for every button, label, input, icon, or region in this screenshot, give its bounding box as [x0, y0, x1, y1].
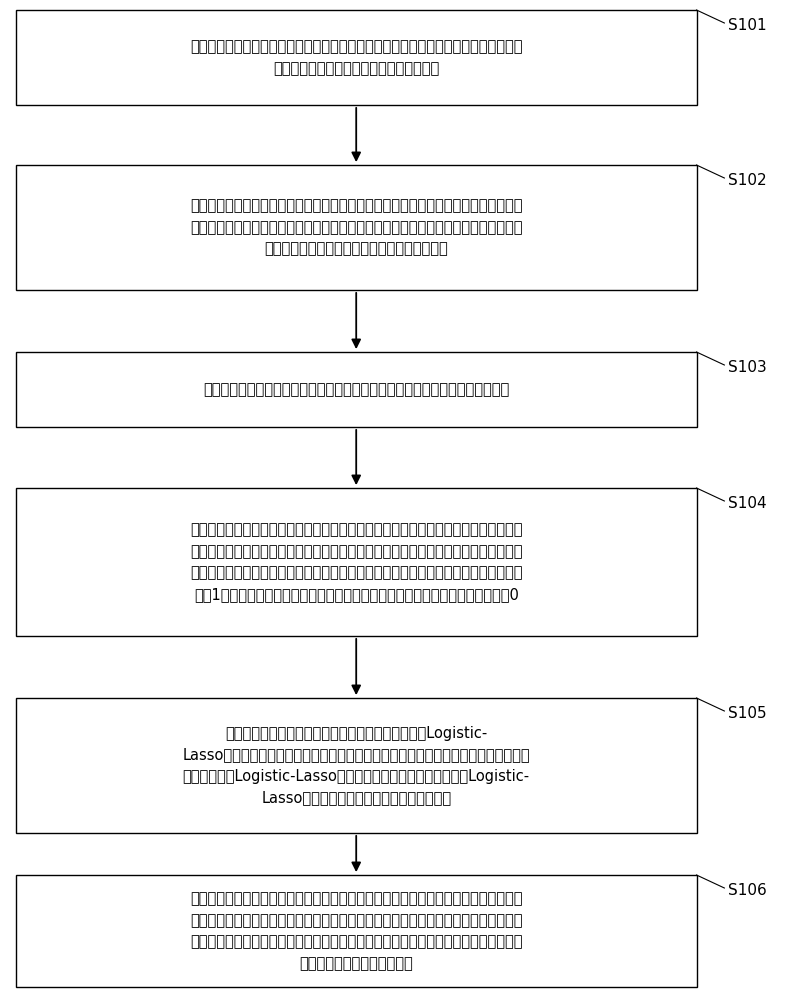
Bar	[16, 10, 696, 105]
Text: S105: S105	[728, 706, 767, 721]
Text: S104: S104	[728, 496, 767, 511]
Text: 对所述电力设施的多维易损性函数中的结构参数根据其概率分布形式在其取值范围内进
行多重积分，得到关于电力设施的震损指标与地震动强度参数之间的联合函数，并基于
所述: 对所述电力设施的多维易损性函数中的结构参数根据其概率分布形式在其取值范围内进 行…	[190, 891, 522, 971]
Bar	[16, 488, 696, 636]
Bar	[16, 698, 696, 833]
Bar	[16, 352, 696, 427]
Text: 将选择的电力设施的结构参数和地震动强度参数作为Logistic-
Lasso模型的输入层训练样本，将选择的电力设施的结构参数和地震动强度参数对应的
损坏系数作为: 将选择的电力设施的结构参数和地震动强度参数作为Logistic- Lasso模型…	[182, 726, 530, 805]
Text: 基于电力设施的震损指标阈值的概率分布采用拉丁超立方算法选择震损指标阈值: 基于电力设施的震损指标阈值的概率分布采用拉丁超立方算法选择震损指标阈值	[203, 382, 509, 397]
Text: S106: S106	[728, 883, 767, 898]
Bar	[16, 875, 696, 987]
Text: 基于电力设施的结构参数的概率分布和地震动强度参数的概率分布采用拉丁超立方算法
选择电力设施的结构参数和地震动强度参数: 基于电力设施的结构参数的概率分布和地震动强度参数的概率分布采用拉丁超立方算法 选…	[190, 39, 522, 76]
Text: 将选择的电力设施的结构参数和地震动强度参数作为电力设施的地震需求模型的输入，
获取电力设施的地震需求模型输出的基于选择的电力设施的结构参数和地震动强度参数
对应: 将选择的电力设施的结构参数和地震动强度参数作为电力设施的地震需求模型的输入， 获…	[190, 198, 522, 257]
Text: 比较所述电力设施的地震需求模型输出的基于选择的电力设施的结构参数和地震动强度
参数对应的构建的有限元模型中电力设施的震损指标与选择的震损指标阈值，若超过选
择的: 比较所述电力设施的地震需求模型输出的基于选择的电力设施的结构参数和地震动强度 参…	[190, 522, 522, 602]
Text: S103: S103	[728, 360, 767, 375]
Bar	[16, 165, 696, 290]
Text: S101: S101	[728, 18, 767, 33]
Text: S102: S102	[728, 173, 767, 188]
